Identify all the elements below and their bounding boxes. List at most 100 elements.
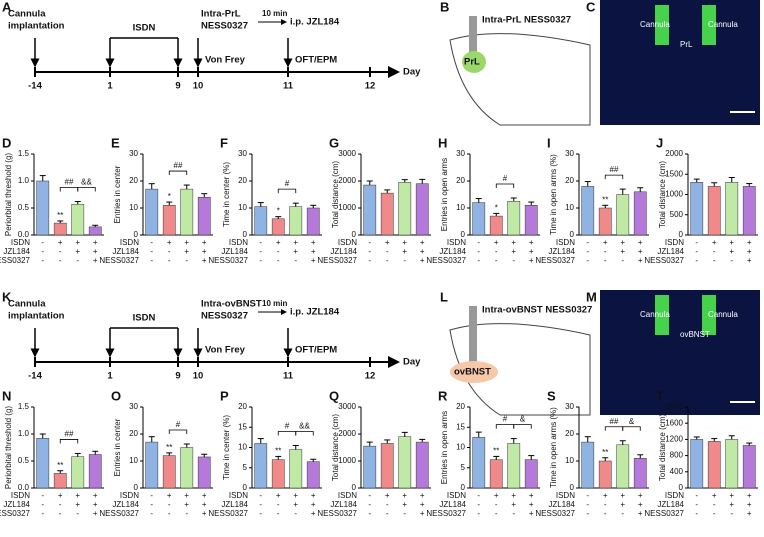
condition-sign: - [150,256,153,265]
bar [489,215,503,236]
bracket [604,174,624,180]
condition-name: NESS0327 [644,256,684,265]
condition-sign: - [59,256,62,265]
day-label: 11 [283,81,294,92]
condition-name: NESS0327 [208,509,248,518]
y-tick-label: 30 [238,149,247,158]
cannula [469,306,477,364]
panel-label: N [2,388,11,403]
condition-sign: + [311,238,316,247]
condition-sign: + [420,238,425,247]
bracket [295,431,314,436]
condition-sign: + [311,256,316,265]
image-text: ovBNST [454,367,491,378]
timeline-text: NESS0327 [201,21,248,32]
condition-sign: - [368,247,371,256]
panel-label: S [547,388,556,403]
condition-sign: - [713,500,716,509]
image-title: Intra-ovBNST NESS0327 [482,305,592,316]
bar [71,203,85,236]
y-tick-label: 20 [565,176,574,185]
condition-sign: - [168,256,171,265]
condition-sign: - [150,491,153,500]
condition-name: ISDN [338,238,357,247]
timeline-text: OFT/EPM [295,55,337,66]
y-tick-label: 1.0 [18,429,30,438]
condition-name: ISDN [447,491,466,500]
condition-sign: - [495,247,498,256]
y-axis-label: Total distance (cm) [658,161,667,228]
panel-label: A [2,0,12,14]
condition-sign: - [150,509,153,518]
bar [707,441,721,489]
condition-sign: - [368,509,371,518]
y-tick-label: 15 [456,422,465,431]
significance: * [277,207,280,216]
condition-name: ISDN [229,238,248,247]
condition-sign: + [93,247,98,256]
y-axis-label: Entries in open arms [440,411,449,484]
bar [472,437,486,489]
condition-sign: + [638,500,643,509]
condition-sign: + [529,238,534,247]
y-tick-label: 20 [456,176,465,185]
condition-sign: - [150,247,153,256]
panel-label: M [586,289,597,304]
y-tick-label: 10 [129,456,138,465]
condition-sign: + [620,491,625,500]
image-text: Cannula [708,20,738,29]
bar [415,183,429,236]
bar [145,441,159,489]
condition-name: NESS0327 [317,256,357,265]
bar [162,205,176,236]
y-tick-label: 0.0 [18,230,30,239]
condition-name: JZL184 [439,500,466,509]
condition-name: ISDN [11,491,30,500]
condition-name: JZL184 [221,500,248,509]
bracket-label: && [299,422,310,431]
y-tick-label: 30 [129,149,138,158]
condition-sign: - [713,509,716,518]
bar [88,226,102,236]
condition-sign: + [729,238,734,247]
condition-sign: - [368,500,371,509]
day-label: 9 [175,81,180,92]
condition-sign: - [586,247,589,256]
bar [707,186,721,236]
axis-label: Day [403,67,421,78]
bracket [622,426,641,431]
condition-sign: + [293,247,298,256]
significance: ** [602,195,608,204]
bar [254,206,268,236]
bar [581,186,595,236]
condition-sign: - [185,256,188,265]
condition-sign: + [385,238,390,247]
timeline-text: i.p. JZL184 [290,307,340,318]
condition-sign: - [59,509,62,518]
y-tick-label: 10 [129,203,138,212]
condition-name: NESS0327 [0,256,31,265]
y-tick-label: 10 [565,456,574,465]
timeline-text: implantation [8,21,65,32]
bar [598,460,612,489]
condition-sign: - [185,509,188,518]
condition-sign: - [477,491,480,500]
y-tick-label: 800 [670,451,684,460]
bar [71,456,85,489]
condition-sign: + [202,500,207,509]
condition-sign: - [477,500,480,509]
condition-sign: - [259,238,262,247]
condition-sign: + [712,238,717,247]
condition-sign: - [604,509,607,518]
y-tick-label: 0 [570,230,575,239]
condition-sign: - [512,256,515,265]
condition-sign: - [294,509,297,518]
condition-sign: - [277,247,280,256]
bracket [495,424,515,429]
bar [197,196,211,236]
y-tick-label: 15 [238,422,247,431]
bar [616,194,630,236]
condition-sign: + [747,491,752,500]
bar [289,449,303,489]
condition-name: JZL184 [3,247,30,256]
